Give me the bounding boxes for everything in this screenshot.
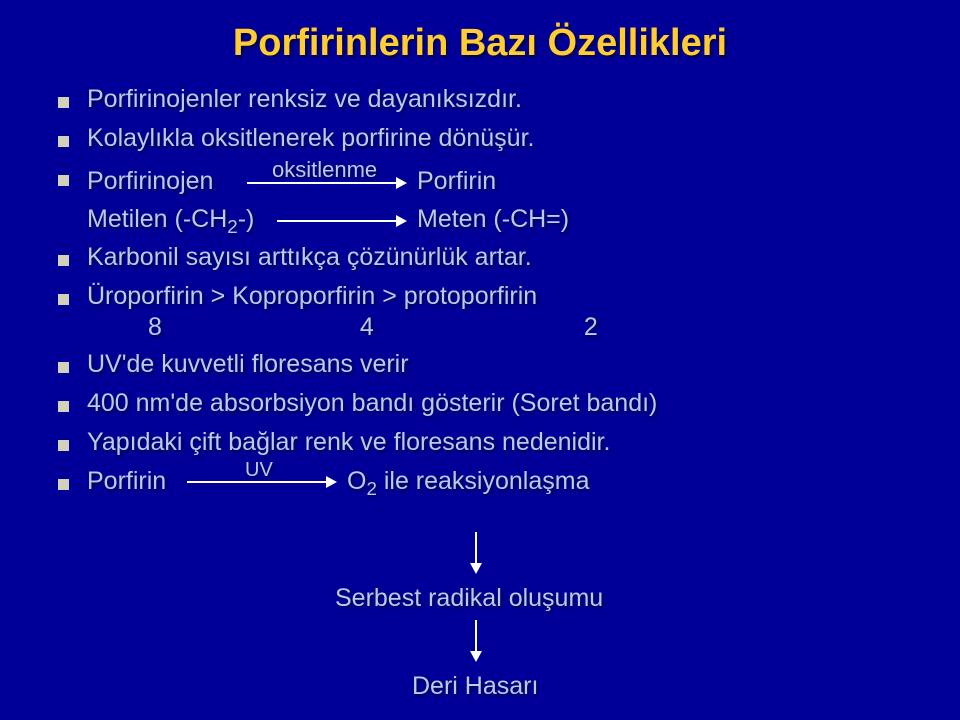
bullet-text: Yapıdaki çift bağlar renk ve floresans n… [87,428,918,457]
bullet-text: Porfirinojenler renksiz ve dayanıksızdır… [87,85,918,114]
sub-number: 8 [148,313,162,342]
sub-number: 4 [360,313,374,342]
subscript: 2 [227,216,237,237]
bullet-icon [58,175,69,186]
bullet-icon [58,97,69,108]
bullet-text: 400 nm'de absorbsiyon bandı gösterir (So… [87,389,918,418]
bullet-list: Porfirinojenler renksiz ve dayanıksızdır… [58,85,918,503]
bullet-item-9: Porfirin UV O2 ile reaksiyonlaşma [58,467,918,503]
arrow-over-label: oksitlenme [272,157,377,183]
text-part: O [347,467,366,495]
arrow-over-label-uv: UV [245,459,273,482]
bullet-text: Kolaylıkla oksitlenerek porfirine dönüşü… [87,124,918,153]
bullet-item-3: Porfirinojen oksitlenme Porfirin Metilen… [58,163,918,239]
bullet-item-4: Karbonil sayısı arttıkça çözünürlük arta… [58,243,918,272]
slide: Porfirinlerin Bazı Özellikleri Porfirino… [0,0,960,720]
bullet-icon [58,255,69,266]
reaction-line-1: Porfirinojen oksitlenme Porfirin [87,163,918,203]
bullet-icon [58,136,69,147]
bullet-item-5: Üroporfirin > Koproporfirin > protoporfi… [58,282,918,311]
bullet-icon [58,294,69,305]
down-chain-text-1: Serbest radikal oluşumu [335,584,603,613]
bullet-item-6: UV'de kuvvetli floresans verir [58,350,918,379]
bullet-icon [58,362,69,373]
text-part: ile reaksiyonlaşma [377,467,590,495]
bullet-item-7: 400 nm'de absorbsiyon bandı gösterir (So… [58,389,918,418]
subscript: 2 [366,478,376,499]
bullet-icon [58,401,69,412]
reagent-left-3: Porfirin [87,467,166,496]
down-chain-text-2: Deri Hasarı [412,672,538,701]
product-right-2: Meten (-CH=) [417,205,569,234]
reagent-left-2: Metilen (-CH2-) [87,205,254,238]
product-right: Porfirin [417,167,496,196]
product-right-3: O2 ile reaksiyonlaşma [347,467,589,500]
arrow-down-icon [470,532,482,574]
sub-number-row: 8 4 2 [118,313,918,342]
text-part: -) [238,205,255,233]
arrow-right-icon [187,481,337,483]
reaction-line-2: Metilen (-CH2-) Meten (-CH=) [87,203,918,239]
bullet-item-1: Porfirinojenler renksiz ve dayanıksızdır… [58,85,918,114]
text-part: Metilen (-CH [87,205,227,233]
slide-title: Porfirinlerin Bazı Özellikleri [0,22,960,65]
arrow-right-icon [277,220,407,222]
bullet-icon [58,479,69,490]
arrow-right-icon [247,182,407,184]
bullet-text: UV'de kuvvetli floresans verir [87,350,918,379]
bullet-icon [58,440,69,451]
bullet-content-arrows: Porfirinojen oksitlenme Porfirin Metilen… [87,163,918,239]
arrow-down-icon [470,620,482,662]
bullet-text: Karbonil sayısı arttıkça çözünürlük arta… [87,243,918,272]
bullet-text: Üroporfirin > Koproporfirin > protoporfi… [87,282,918,311]
sub-number: 2 [584,313,598,342]
bullet-item-8: Yapıdaki çift bağlar renk ve floresans n… [58,428,918,457]
bullet-item-2: Kolaylıkla oksitlenerek porfirine dönüşü… [58,124,918,153]
reagent-left: Porfirinojen [87,167,213,196]
